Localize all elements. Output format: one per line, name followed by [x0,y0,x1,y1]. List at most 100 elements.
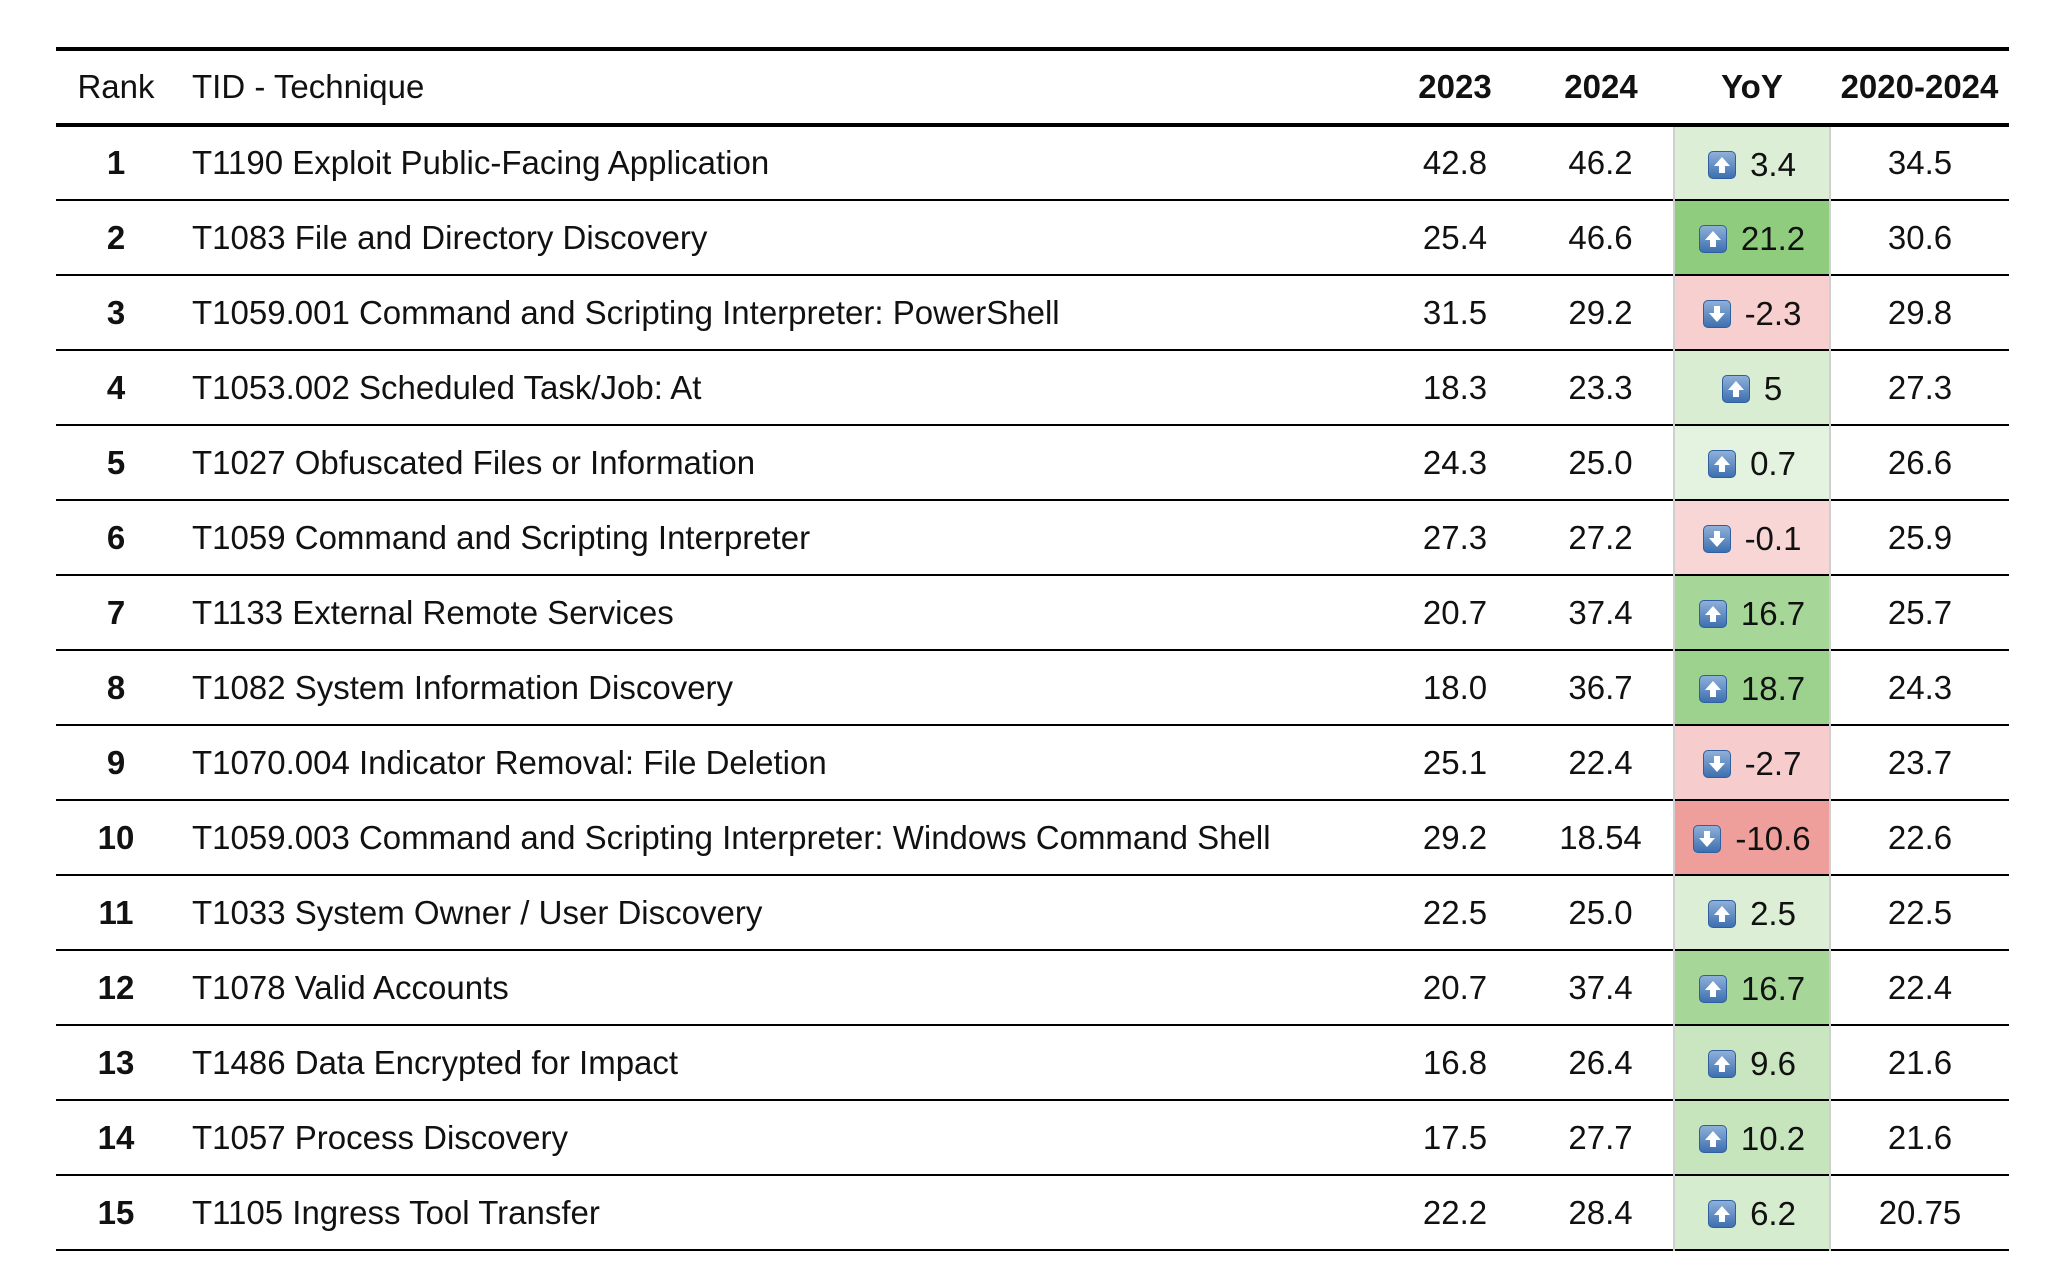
table-row: 11 T1033 System Owner / User Discovery 22.… [56,875,2009,950]
table-row: 6 T1059 Command and Scripting Interpreter… [56,500,2009,575]
yoy-content: 9.6 [1708,1039,1796,1083]
table-row: 2 T1083 File and Directory Discovery 25.4 4… [56,200,2009,275]
value-2020-2024-cell: 34.5 [1887,144,1953,181]
rank-cell: 3 [106,293,126,331]
technique-cell: T1059 Command and Scripting Interpreter [192,518,811,556]
technique-cell: T1190 Exploit Public-Facing Application [192,144,770,181]
technique-cell: T1082 System Information Discovery [192,668,734,706]
yoy-content: -2.3 [1702,289,1802,333]
value-2023-cell: 18.0 [1422,668,1488,706]
arrow-up-icon [1708,150,1737,179]
technique-cell: T1083 File and Directory Discovery [192,218,708,256]
table-row: 8 T1082 System Information Discovery 18.0 3… [56,650,2009,725]
value-2020-2024-cell: 24.3 [1887,668,1953,706]
arrow-up-icon [1708,1200,1737,1228]
header-2024: 2024 [1564,68,1638,105]
rank-cell: 4 [106,368,126,406]
value-2020-2024-cell: 29.8 [1887,293,1953,331]
value-2020-2024-cell: 25.9 [1887,518,1953,556]
yoy-cell: 16.7 [1673,950,1831,1025]
rank-cell: 8 [106,668,126,706]
yoy-content: 16.7 [1698,964,1805,1008]
value-2023-cell: 29.2 [1422,818,1488,856]
yoy-content: 6.2 [1708,1189,1796,1233]
table-row: 3 T1059.001 Command and Scripting Interpr… [56,275,2009,350]
header-2020-2024: 2020-2024 [1840,68,1999,105]
value-2020-2024-cell: 30.6 [1887,218,1953,256]
yoy-value: 3.4 [1750,145,1796,183]
rank-cell: 10 [97,818,135,856]
arrow-up-icon [1698,675,1727,703]
value-2023-cell: 20.7 [1422,593,1488,631]
yoy-content: 5 [1721,364,1783,408]
yoy-cell: 18.7 [1673,650,1831,725]
value-2020-2024-cell: 22.4 [1887,968,1953,1006]
technique-cell: T1033 System Owner / User Discovery [192,893,763,931]
value-2024-cell: 23.3 [1568,368,1633,406]
technique-cell: T1027 Obfuscated Files or Information [192,443,756,481]
yoy-cell: 10.2 [1673,1100,1831,1175]
table-body: 1 T1190 Exploit Public-Facing Application… [56,125,2009,1250]
techniques-table: Rank TID - Technique 2023 2024 YoY 2020-… [56,47,2009,1251]
arrow-down-icon [1702,750,1731,778]
value-2020-2024-cell: 21.6 [1887,1118,1953,1156]
value-2024-cell: 46.6 [1568,218,1633,256]
value-2024-cell: 28.4 [1568,1193,1633,1231]
header-rank: Rank [77,68,155,105]
value-2023-cell: 25.4 [1422,218,1488,256]
table-row: 7 T1133 External Remote Services 20.7 37.4 1… [56,575,2009,650]
arrow-down-icon [1702,525,1731,553]
value-2023-cell: 18.3 [1422,368,1488,406]
arrow-up-icon [1698,225,1727,253]
technique-cell: T1057 Process Discovery [192,1118,568,1156]
value-2023-cell: 42.8 [1422,144,1488,181]
table-row: 15 T1105 Ingress Tool Transfer 22.2 28.4 6.2… [56,1175,2009,1250]
arrow-up-icon [1698,600,1727,628]
value-2020-2024-cell: 22.5 [1887,893,1953,931]
yoy-cell: 5 [1673,350,1831,425]
value-2020-2024-cell: 25.7 [1887,593,1953,631]
yoy-value: 21.2 [1740,220,1806,257]
table-row: 9 T1070.004 Indicator Removal: File Delet… [56,725,2009,800]
table-row: 5 T1027 Obfuscated Files or Information 24… [56,425,2009,500]
value-2020-2024-cell: 23.7 [1887,743,1953,781]
rank-cell: 1 [106,144,126,181]
yoy-content: -0.1 [1702,514,1802,558]
arrow-up-icon [1698,1125,1727,1153]
table-row: 13 T1486 Data Encrypted for Impact 16.8 26.… [56,1025,2009,1100]
value-2020-2024-cell: 20.75 [1878,1193,1962,1231]
yoy-value: -10.6 [1735,820,1811,857]
table-row: 14 T1057 Process Discovery 17.5 27.7 10.2 21.… [56,1100,2009,1175]
yoy-cell: 0.7 [1673,425,1831,500]
value-2023-cell: 24.3 [1422,443,1488,481]
rank-cell: 12 [97,968,135,1006]
yoy-content: 16.7 [1698,589,1805,633]
technique-cell: T1059.003 Command and Scripting Interpre… [192,818,1271,856]
value-2024-cell: 36.7 [1568,668,1633,706]
yoy-content: 0.7 [1708,439,1796,483]
value-2024-cell: 37.4 [1568,593,1633,631]
rank-cell: 9 [106,743,126,781]
yoy-value: -0.1 [1744,520,1802,557]
arrow-up-icon [1708,450,1737,478]
yoy-content: 18.7 [1698,664,1806,708]
yoy-content: -2.7 [1702,739,1801,783]
value-2023-cell: 22.2 [1422,1193,1488,1231]
technique-cell: T1078 Valid Accounts [192,968,509,1006]
value-2024-cell: 37.4 [1568,968,1633,1006]
rank-cell: 14 [97,1118,135,1156]
yoy-cell: 2.5 [1673,875,1831,950]
yoy-content: 21.2 [1698,214,1806,258]
yoy-cell: -2.7 [1673,725,1831,800]
yoy-content: -10.6 [1693,814,1811,858]
value-2023-cell: 17.5 [1422,1118,1488,1156]
yoy-value: -2.3 [1744,295,1802,332]
yoy-value: 5 [1763,370,1783,407]
technique-cell: T1070.004 Indicator Removal: File Deleti… [192,743,827,781]
yoy-value: 6.2 [1750,1195,1796,1232]
techniques-table-container: Rank TID - Technique 2023 2024 YoY 2020-… [56,47,2009,1251]
yoy-value: 18.7 [1740,670,1806,707]
value-2020-2024-cell: 21.6 [1887,1043,1953,1081]
table-row: 1 T1190 Exploit Public-Facing Application… [56,125,2009,200]
value-2024-cell: 25.0 [1568,443,1633,481]
